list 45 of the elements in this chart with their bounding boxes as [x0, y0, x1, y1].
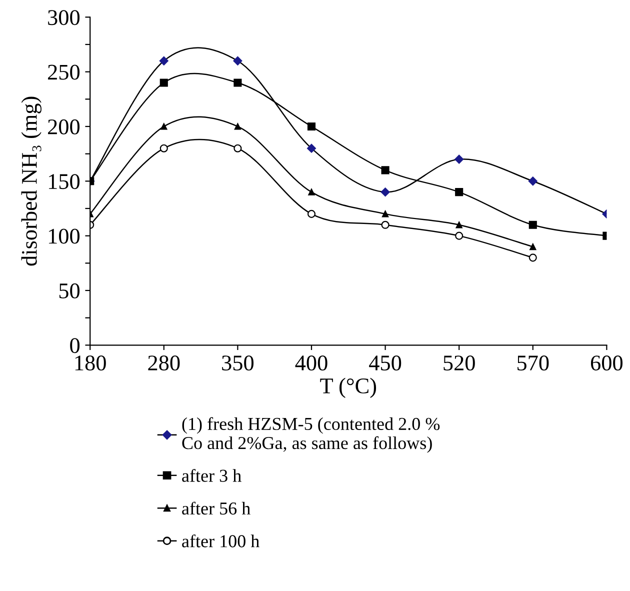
point	[530, 243, 536, 250]
point	[455, 232, 464, 240]
x-tick-label: 600	[590, 356, 623, 371]
point	[307, 144, 316, 153]
point	[456, 222, 462, 228]
y-tick-label: 100	[48, 228, 80, 244]
y-tick-label: 200	[48, 119, 80, 134]
x-tick-label: 350	[222, 356, 254, 371]
point	[160, 144, 168, 152]
point	[233, 56, 242, 66]
point	[307, 210, 316, 218]
point	[159, 56, 168, 66]
legend-label: after 56 h	[182, 502, 250, 515]
y-tick-label: 150	[48, 174, 80, 190]
point	[380, 188, 390, 197]
x-tick-label: 400	[295, 356, 328, 371]
legend-label: after 3 h	[182, 468, 242, 482]
x-tick-label: 570	[518, 356, 549, 371]
point	[455, 188, 464, 196]
point	[234, 144, 242, 152]
y-tick-label: 0	[70, 338, 80, 354]
point	[528, 176, 538, 186]
point	[307, 122, 316, 130]
point	[381, 166, 390, 174]
point	[528, 254, 537, 262]
point	[234, 78, 242, 87]
x-tick-label: 450	[369, 356, 402, 371]
point	[308, 188, 315, 196]
x-tick-label: 520	[444, 356, 475, 371]
y-axis-title: disorbed NH₃ (mg)	[21, 96, 42, 266]
y-tick-label: 250	[48, 64, 80, 80]
legend-label: (1) fresh HZSM-5 (contented 2.0 % Co and 2%Ga, as same as follows)	[182, 417, 440, 453]
point	[454, 154, 464, 164]
x-axis-title: T (°C)	[320, 378, 376, 398]
point	[234, 123, 242, 130]
x-tick-label: 280	[148, 356, 180, 371]
point	[381, 220, 390, 229]
y-tick-label: 50	[59, 283, 80, 298]
point	[160, 78, 168, 87]
point	[528, 220, 537, 229]
y-tick-label: 300	[48, 10, 80, 26]
point	[160, 123, 168, 130]
point	[382, 210, 389, 218]
x-tick-label: 180	[75, 356, 106, 371]
legend-label: after 100 h	[182, 534, 260, 548]
